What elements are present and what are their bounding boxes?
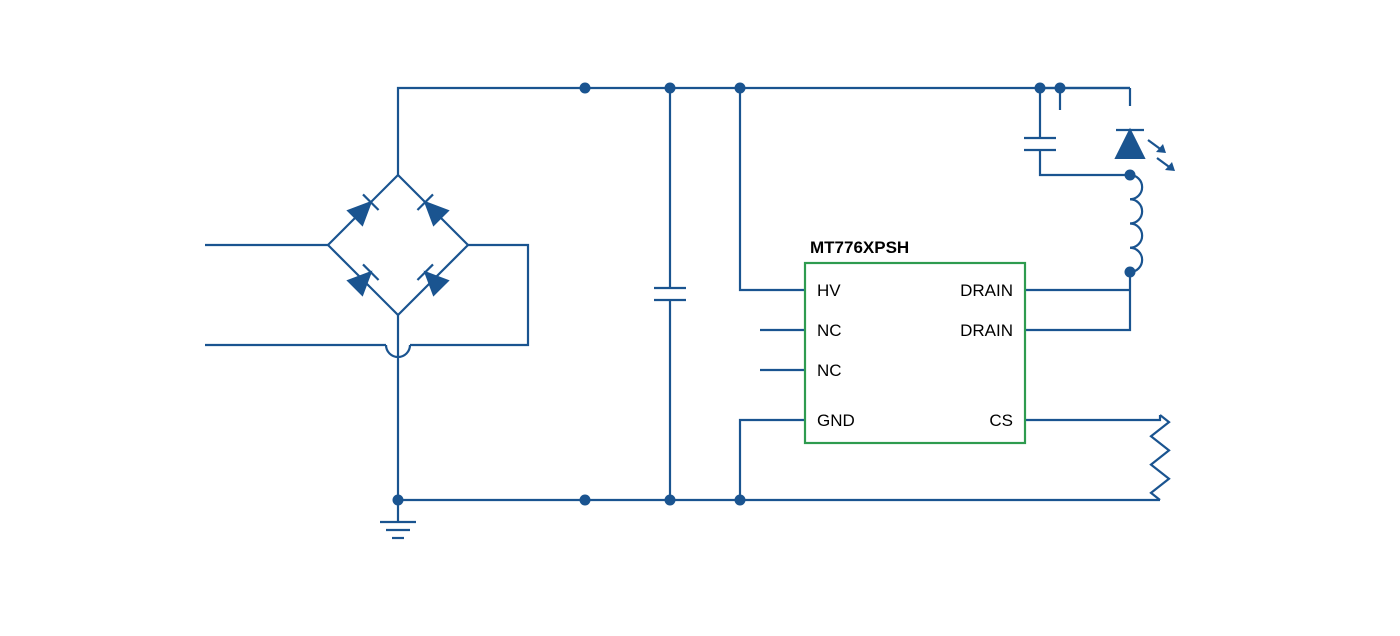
label: MT776XPSH [810,238,909,257]
wire [740,88,805,290]
junction-node [1035,83,1046,94]
inductor [1130,175,1142,272]
capacitor [654,288,686,300]
capacitor [1024,138,1056,150]
junction-node [1125,267,1136,278]
label: GND [817,411,855,430]
wire [1040,150,1130,175]
label: DRAIN [960,321,1013,340]
resistor [1151,415,1169,500]
wire [398,88,1130,175]
label: HV [817,281,841,300]
wire [398,315,1160,500]
label: CS [989,411,1013,430]
junction-node [580,495,591,506]
junction-node [580,83,591,94]
label: NC [817,361,842,380]
wire [740,420,805,500]
led [1116,130,1175,171]
label: NC [817,321,842,340]
wire [1025,415,1160,420]
wire [1025,290,1130,330]
label: DRAIN [960,281,1013,300]
junction-node [735,83,746,94]
wire [410,245,528,345]
